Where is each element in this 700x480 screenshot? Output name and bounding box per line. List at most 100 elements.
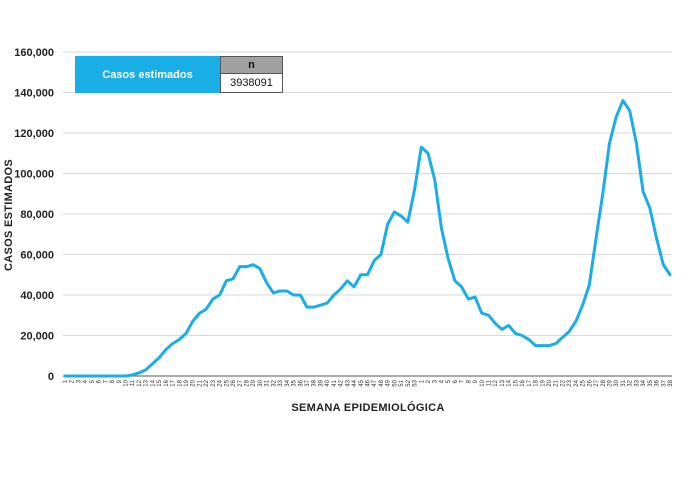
x-tick-label: 18 — [177, 379, 183, 386]
y-tick-label: 80,000 — [20, 209, 54, 221]
x-tick-label: 42 — [339, 379, 345, 386]
x-tick-label: 4 — [83, 379, 89, 383]
x-tick-label: 35 — [292, 379, 298, 386]
x-tick-label: 22 — [204, 379, 210, 386]
x-tick-label: 6 — [453, 379, 459, 383]
x-tick-label: 30 — [614, 379, 620, 386]
gridlines — [63, 51, 672, 377]
x-tick-label: 36 — [655, 379, 661, 386]
x-tick-label: 7 — [460, 379, 466, 383]
x-tick-label: 37 — [305, 379, 311, 386]
series-line-casos-estimados — [63, 99, 672, 378]
x-tick-label: 22 — [560, 379, 566, 386]
y-tick-label: 20,000 — [20, 331, 54, 343]
x-tick-label: 30 — [258, 379, 264, 386]
x-tick-label: 52 — [406, 379, 412, 386]
x-tick-label: 10 — [124, 379, 130, 386]
y-tick-labels: 0 20,000 40,000 60,000 80,000 100,000 120,000 1… — [14, 47, 54, 383]
x-tick-label: 38 — [668, 379, 674, 386]
x-tick-label: 31 — [621, 379, 627, 386]
x-tick-label: 24 — [218, 379, 224, 386]
y-tick-label: 60,000 — [20, 250, 54, 262]
x-tick-label: 44 — [352, 379, 358, 386]
x-tick-label: 6 — [97, 379, 103, 383]
x-tick-label: 47 — [372, 379, 378, 386]
x-tick-label: 41 — [332, 379, 338, 386]
x-tick-label: 12 — [137, 379, 143, 386]
x-tick-label: 3 — [433, 379, 439, 383]
x-tick-label: 7 — [103, 379, 109, 383]
x-tick-label: 2 — [70, 379, 76, 383]
x-tick-label: 46 — [366, 379, 372, 386]
x-tick-label: 34 — [641, 379, 647, 386]
x-tick-label: 50 — [392, 379, 398, 386]
x-tick-label: 12 — [493, 379, 499, 386]
x-tick-label: 5 — [90, 379, 96, 383]
x-tick-label: 9 — [473, 379, 479, 383]
x-tick-label: 29 — [608, 379, 614, 386]
x-tick-label: 5 — [446, 379, 452, 383]
x-tick-label: 27 — [238, 379, 244, 386]
x-tick-label: 43 — [345, 379, 351, 386]
x-tick-label: 23 — [211, 379, 217, 386]
x-tick-label: 23 — [567, 379, 573, 386]
x-tick-label: 17 — [527, 379, 533, 386]
legend-table: Casos estimados n 3938091 — [75, 56, 283, 93]
x-tick-label: 53 — [413, 379, 419, 386]
x-tick-labels: 1 2 3 4 5 6 7 8 9 10 11 12 13 14 15 16 17 18 19 20 21 22 23 24 2… — [63, 379, 674, 386]
x-tick-label: 33 — [634, 379, 640, 386]
legend-n-header: n — [220, 56, 283, 74]
x-tick-label: 31 — [265, 379, 271, 386]
x-tick-label: 9 — [117, 379, 123, 383]
y-tick-label: 0 — [48, 371, 54, 383]
x-tick-label: 1 — [63, 379, 69, 383]
x-tick-label: 13 — [500, 379, 506, 386]
x-tick-label: 26 — [587, 379, 593, 386]
x-tick-label: 19 — [540, 379, 546, 386]
x-tick-label: 32 — [628, 379, 634, 386]
x-tick-label: 16 — [164, 379, 170, 386]
x-tick-label: 48 — [379, 379, 385, 386]
x-tick-label: 3 — [76, 379, 82, 383]
y-tick-label: 140,000 — [14, 88, 54, 100]
x-tick-label: 27 — [594, 379, 600, 386]
x-tick-label: 20 — [191, 379, 197, 386]
x-tick-label: 18 — [534, 379, 540, 386]
x-tick-label: 21 — [197, 379, 203, 386]
x-tick-label: 24 — [574, 379, 580, 386]
y-axis-title: CASOS ESTIMADOS — [3, 159, 15, 271]
x-tick-label: 25 — [581, 379, 587, 386]
x-tick-label: 51 — [399, 379, 405, 386]
x-tick-label: 2 — [426, 379, 432, 383]
y-tick-label: 40,000 — [20, 290, 54, 302]
x-tick-label: 28 — [601, 379, 607, 386]
x-tick-label: 11 — [130, 379, 136, 386]
x-tick-label: 25 — [224, 379, 230, 386]
x-tick-label: 36 — [298, 379, 304, 386]
x-tick-label: 13 — [144, 379, 150, 386]
x-tick-label: 14 — [150, 379, 156, 386]
x-tick-label: 20 — [547, 379, 553, 386]
x-tick-label: 26 — [231, 379, 237, 386]
x-tick-label: 10 — [480, 379, 486, 386]
x-tick-label: 21 — [554, 379, 560, 386]
x-tick-label: 39 — [318, 379, 324, 386]
x-tick-label: 11 — [487, 379, 493, 386]
x-tick-label: 37 — [661, 379, 667, 386]
x-tick-label: 40 — [325, 379, 331, 386]
x-tick-label: 15 — [513, 379, 519, 386]
x-tick-label: 1 — [419, 379, 425, 383]
y-tick-label: 100,000 — [14, 169, 54, 181]
x-tick-label: 19 — [184, 379, 190, 386]
x-tick-label: 4 — [439, 379, 445, 383]
x-tick-label: 8 — [110, 379, 116, 383]
x-tick-label: 45 — [359, 379, 365, 386]
x-tick-label: 38 — [312, 379, 318, 386]
x-tick-label: 29 — [251, 379, 257, 386]
x-tick-label: 17 — [171, 379, 177, 386]
x-tick-label: 32 — [271, 379, 277, 386]
x-tick-label: 14 — [507, 379, 513, 386]
x-tick-label: 15 — [157, 379, 163, 386]
x-tick-label: 8 — [466, 379, 472, 383]
